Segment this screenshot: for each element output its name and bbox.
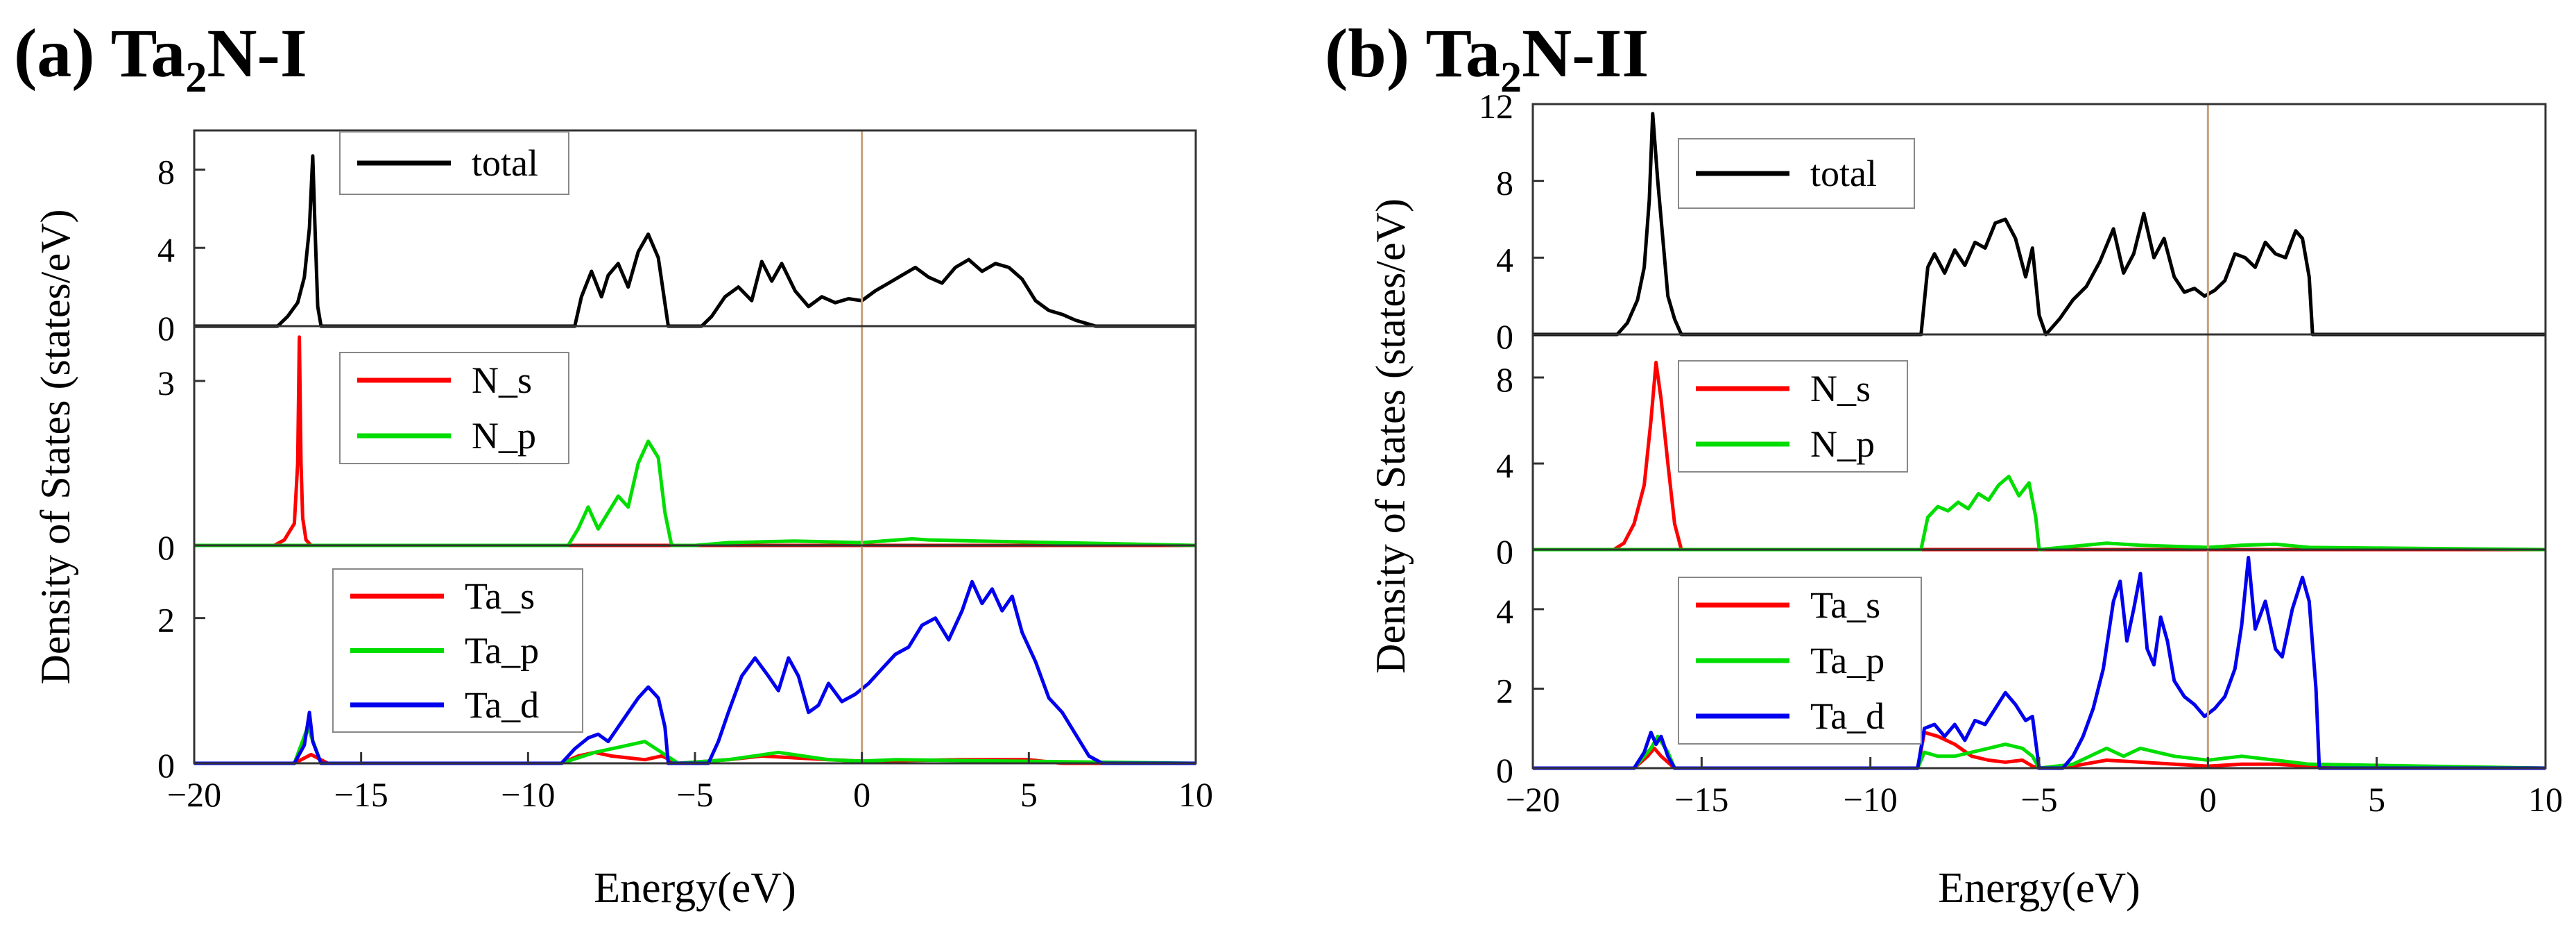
y-tick-label: 8	[1496, 360, 1513, 399]
x-tick-label: −10	[1844, 780, 1898, 819]
y-tick-label: 4	[1496, 446, 1513, 485]
x-tick-label: −15	[1674, 780, 1728, 819]
panel-b-y-axis-label: Density of States (states/eV)	[1368, 198, 1414, 674]
y-tick-label: 4	[1496, 592, 1513, 631]
panel-b-x-axis-label: Energy(eV)	[1938, 865, 2140, 912]
x-tick-label: 0	[853, 775, 870, 814]
x-tick-label: 10	[1178, 775, 1213, 814]
legend-label-ta-p: Ta_p	[465, 630, 539, 672]
y-tick-label: 2	[157, 601, 175, 640]
legend-total: total	[339, 131, 569, 195]
legend-ta-orbitals: Ta_s Ta_p Ta_d	[1678, 577, 1922, 745]
legend-n-orbitals: N_s N_p	[1678, 360, 1908, 473]
legend-label-ta-s: Ta_s	[465, 575, 535, 617]
series-total-line	[194, 154, 1196, 328]
y-tick-label: 2	[1496, 671, 1513, 710]
x-tick-label: 5	[2368, 780, 2385, 819]
panel-a-subplot-1: 0 4 8 total	[157, 129, 1197, 348]
legend-label-ta-s: Ta_s	[1810, 584, 1880, 626]
panel-a-title: (a) Ta2N-I	[14, 15, 307, 101]
panel-a-title-rest: N-I	[207, 15, 307, 92]
panel-b-subplot-3: 0 2 4 Ta_s Ta_p Ta_d	[1496, 548, 2547, 790]
legend-label-total: total	[472, 142, 538, 184]
legend-box	[339, 352, 569, 464]
legend-label-ta-d: Ta_d	[1810, 695, 1884, 737]
x-tick-label: −5	[676, 775, 713, 814]
series-n-s-line	[194, 335, 1196, 547]
panel-b-title-subscript: 2	[1500, 54, 1522, 101]
panel-b-title-rest: N-II	[1522, 15, 1649, 92]
y-tick-label: 0	[157, 309, 175, 348]
series-ta-d-line	[1533, 556, 2545, 770]
series-ta-d-line	[194, 579, 1196, 765]
legend-label-total: total	[1810, 153, 1877, 194]
y-tick-label: 0	[1496, 532, 1513, 571]
panel-b-label: (b)	[1325, 15, 1425, 92]
series-n-p-line	[1533, 475, 2546, 552]
x-tick-label: 5	[1020, 775, 1038, 814]
x-tick-label: 10	[2528, 780, 2563, 819]
y-tick-label: 8	[157, 152, 175, 191]
legend-total: total	[1678, 138, 1915, 209]
y-tick-label: 4	[157, 230, 175, 269]
panel-b-title-main: Ta	[1425, 15, 1500, 92]
series-total-line	[1533, 112, 2545, 337]
panel-a-label: (a)	[14, 15, 111, 92]
x-tick-label: −20	[1506, 780, 1560, 819]
series-n-s-line	[1533, 360, 2545, 552]
y-tick-label: 8	[1496, 164, 1513, 203]
x-tick-label: 0	[2199, 780, 2217, 819]
x-tick-label: −15	[334, 775, 388, 814]
panel-a-title-subscript: 2	[185, 54, 207, 101]
legend-ta-orbitals: Ta_s Ta_p Ta_d	[332, 568, 583, 733]
legend-label-n-p: N_p	[1810, 423, 1875, 465]
legend-label-n-s: N_s	[1810, 368, 1871, 409]
x-tick-label: −10	[501, 775, 555, 814]
panel-a-subplot-3: 0 2 Ta_s Ta_p Ta_d	[157, 544, 1197, 785]
series-n-p-line	[194, 439, 1196, 547]
panel-a-title-main: Ta	[111, 15, 186, 92]
legend-label-ta-d: Ta_d	[465, 684, 539, 726]
y-tick-label: 3	[157, 364, 175, 402]
x-tick-label: −20	[167, 775, 221, 814]
x-tick-label: −5	[2020, 780, 2057, 819]
panel-a-subplot-2: 0 3 N_s N_p	[157, 325, 1197, 567]
y-tick-label: 0	[157, 528, 175, 567]
y-tick-label: 0	[1496, 751, 1513, 790]
legend-label-ta-p: Ta_p	[1810, 640, 1884, 681]
panel-a-x-axis-label: Energy(eV)	[594, 865, 796, 912]
y-tick-label: 12	[1479, 87, 1513, 126]
legend-label-n-p: N_p	[472, 415, 536, 457]
panel-b-subplot-1: 0 4 8 12 total	[1479, 87, 2547, 356]
y-tick-label: 0	[1496, 317, 1513, 356]
panel-b-title: (b) Ta2N-II	[1325, 15, 1649, 101]
y-tick-label: 4	[1496, 240, 1513, 279]
panel-a-y-axis-label: Density of States (states/eV)	[33, 210, 78, 685]
y-tick-label: 0	[157, 746, 175, 785]
legend-label-n-s: N_s	[472, 359, 532, 401]
panel-b-subplot-2: 0 4 8 N_s N_p	[1496, 333, 2547, 571]
legend-box	[1678, 360, 1908, 473]
legend-n-orbitals: N_s N_p	[339, 352, 569, 464]
